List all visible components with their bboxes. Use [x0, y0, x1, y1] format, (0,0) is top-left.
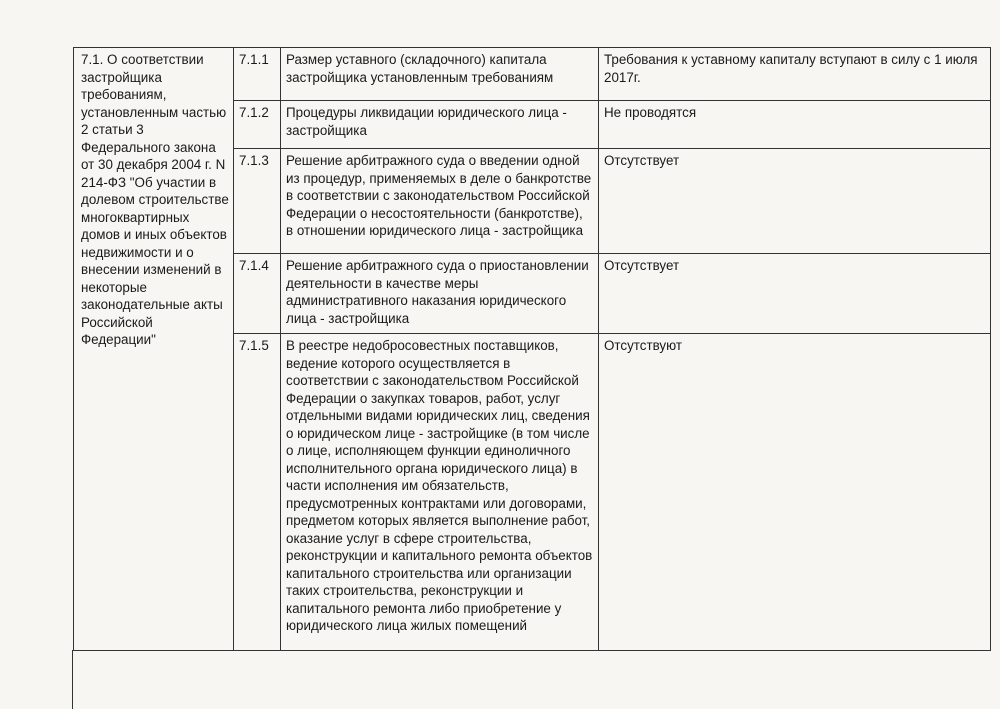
item-number: 7.1.2	[233, 100, 281, 149]
section-cell: 7.1. О соответствии застройщика требован…	[73, 47, 234, 651]
item-description: Размер уставного (складочного) капитала …	[280, 47, 599, 101]
border-line	[72, 650, 74, 709]
item-description: В реестре недобросовестных поставщиков, …	[280, 333, 599, 651]
item-description: Решение арбитражного суда о приостановле…	[280, 253, 599, 334]
item-status: Отсутствует	[598, 253, 991, 334]
item-number: 7.1.3	[233, 148, 281, 254]
item-description: Решение арбитражного суда о введении одн…	[280, 148, 599, 254]
table-row: 7.1.5 В реестре недобросовестных поставщи…	[74, 333, 991, 651]
table-row: 7.1.3 Решение арбитражного суда о введени…	[74, 148, 991, 254]
item-status: Отсутствуют	[598, 333, 991, 651]
item-number: 7.1.4	[233, 253, 281, 334]
item-number: 7.1.5	[233, 333, 281, 651]
item-description: Процедуры ликвидации юридического лица -…	[280, 100, 599, 149]
item-number: 7.1.1	[233, 47, 281, 101]
item-status: Требования к уставному капиталу вступают…	[598, 47, 991, 101]
table-row: 7.1.2 Процедуры ликвидации юридического л…	[74, 100, 991, 149]
item-status: Отсутствует	[598, 148, 991, 254]
table-row: 7.1. О соответствии застройщика требован…	[73, 47, 991, 651]
table-row: 7.1.4 Решение арбитражного суда о приоста…	[74, 253, 991, 334]
requirements-table: 7.1. О соответствии застройщика требован…	[73, 47, 991, 651]
item-status: Не проводятся	[598, 100, 991, 149]
table-body: 7.1. О соответствии застройщика требован…	[73, 47, 991, 651]
